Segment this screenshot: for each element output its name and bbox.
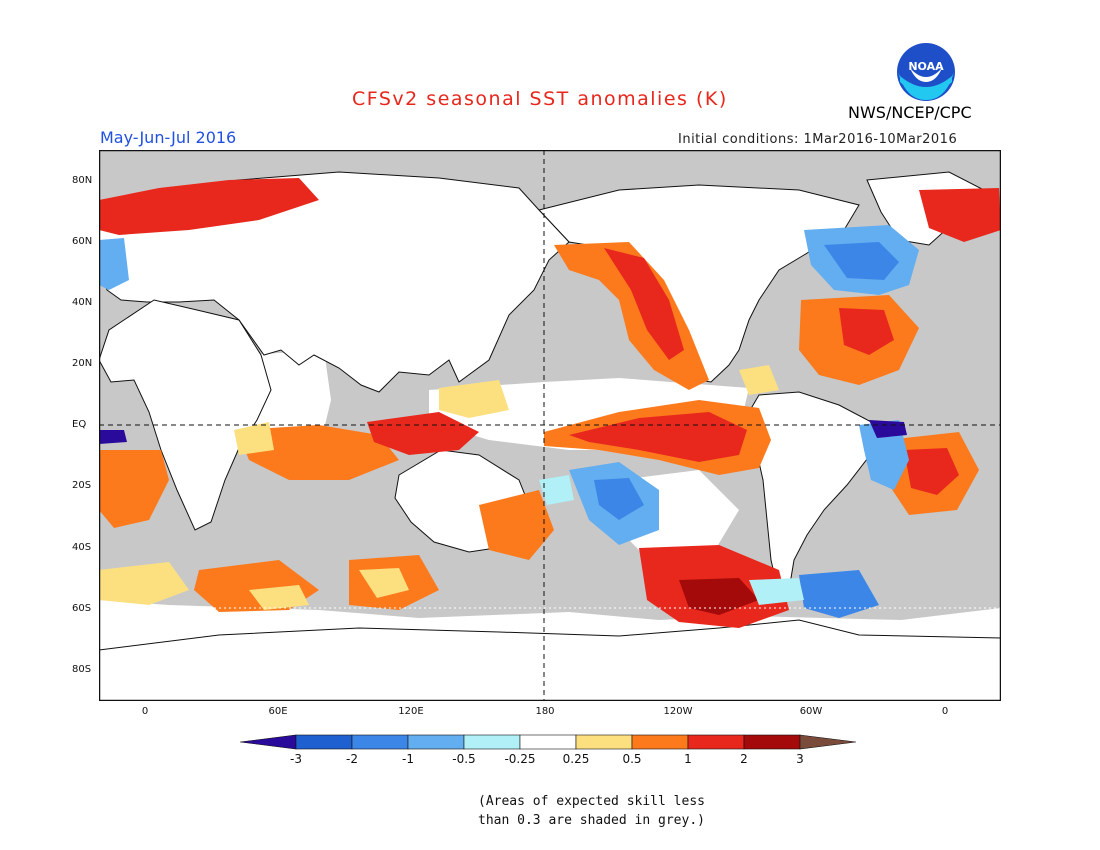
lat-label: 80S (72, 664, 92, 675)
lat-label: 40N (72, 297, 93, 308)
colorbar-segment (351, 734, 409, 750)
colorbar-segment (407, 734, 465, 750)
lat-label: 20S (72, 480, 92, 491)
lon-label: 120E (398, 706, 424, 717)
colorbar-tick-label: 2 (740, 752, 748, 766)
lon-label: 60W (799, 706, 823, 717)
lat-label: 80N (72, 175, 93, 186)
lat-label: EQ (72, 419, 87, 430)
colorbar-tick-label: -1 (402, 752, 414, 766)
colorbar-segment (687, 734, 745, 750)
map-frame (99, 150, 1001, 701)
antarctica (99, 619, 1001, 701)
colorbar-segment (519, 734, 577, 750)
lon-label: 120W (663, 706, 693, 717)
south-atlantic-cold (859, 420, 909, 490)
noaa-logo-icon: NOAA (897, 43, 955, 101)
colorbar-tick-label: -2 (346, 752, 358, 766)
sst-anomaly-map (99, 150, 1001, 701)
lat-label: 40S (72, 542, 92, 553)
colorbar-tick-label: 0.5 (622, 752, 642, 766)
colorbar-segment (240, 734, 297, 750)
arctic-warm-west (99, 178, 319, 235)
colorbar-tick-label: 3 (796, 752, 804, 766)
lat-label: 20N (72, 358, 93, 369)
africa (99, 299, 272, 531)
lat-label: 60S (72, 603, 92, 614)
colorbar-tick-label: -0.5 (452, 752, 476, 766)
arctic-warm-east (919, 188, 1001, 242)
positive-anomaly-areas (99, 178, 1001, 628)
south-america (748, 391, 878, 596)
colorbar (240, 734, 857, 750)
colorbar-segment (295, 734, 353, 750)
colorbar-segment (799, 734, 857, 750)
map-title: CFSv2 seasonal SST anomalies (K) (352, 88, 728, 110)
colorbar-tick-label: 0.25 (562, 752, 590, 766)
eurasia (99, 171, 570, 393)
lat-label: 60N (72, 236, 93, 247)
season-label: May-Jun-Jul 2016 (100, 128, 237, 147)
lon-label: 0 (941, 706, 949, 717)
negative-anomaly-areas (99, 225, 919, 618)
maritime-warm (367, 412, 479, 455)
colorbar-tick-label: -0.25 (504, 752, 536, 766)
lon-label: 0 (141, 706, 149, 717)
colorbar-tick-label: 1 (684, 752, 692, 766)
colorbar-segment (575, 734, 633, 750)
colorbar-segment (631, 734, 689, 750)
colorbar-tick-label: -3 (290, 752, 302, 766)
lon-label: 180 (535, 706, 555, 717)
colorbar-segment (743, 734, 801, 750)
southern-ocean-cold (799, 570, 879, 618)
skill-footnote-line: (Areas of expected skill less (478, 794, 705, 809)
skill-footnote: (Areas of expected skill less than 0.3 a… (478, 792, 705, 830)
agency-label: NWS/NCEP/CPC (848, 103, 972, 122)
lon-label: 60E (268, 706, 288, 717)
skill-footnote-line: than 0.3 are shaded in grey.) (478, 813, 705, 828)
southeast-atlantic-warm (99, 450, 169, 528)
noaa-logo-text: NOAA (908, 60, 944, 73)
colorbar-segment (463, 734, 521, 750)
indian-ocean-warm (237, 425, 399, 480)
initial-conditions-label: Initial conditions: 1Mar2016-10Mar2016 (678, 132, 958, 147)
